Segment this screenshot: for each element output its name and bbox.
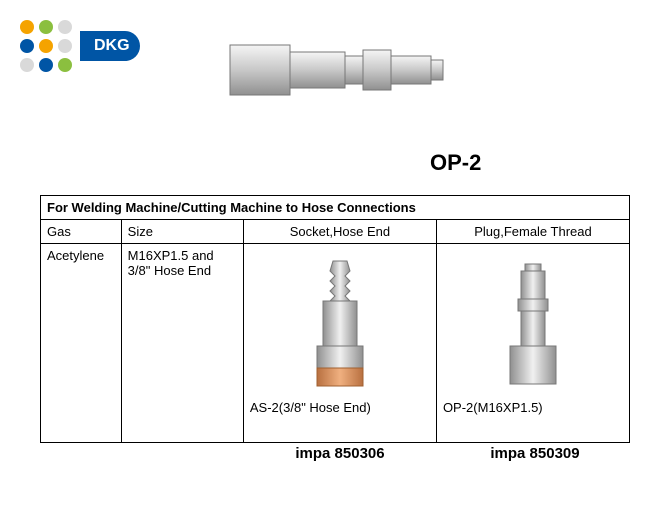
spec-table: For Welding Machine/Cutting Machine to H… (40, 195, 630, 443)
cell-socket: AS-2(3/8" Hose End) (243, 244, 436, 443)
table-title: For Welding Machine/Cutting Machine to H… (41, 196, 630, 220)
dot-icon (58, 58, 72, 72)
cell-plug: OP-2(M16XP1.5) (436, 244, 629, 443)
cell-size: M16XP1.5 and 3/8" Hose End (121, 244, 243, 443)
dot-icon (58, 20, 72, 34)
table-title-row: For Welding Machine/Cutting Machine to H… (41, 196, 630, 220)
plug-label: OP-2(M16XP1.5) (443, 400, 623, 415)
plug-female-thread-icon (488, 256, 578, 396)
dot-icon (39, 58, 53, 72)
socket-hose-end-icon (295, 256, 385, 396)
cell-gas: Acetylene (41, 244, 122, 443)
brand-logo: DKG (20, 20, 140, 72)
dot-icon (20, 58, 34, 72)
impa-codes-row: impa 850306 impa 850309 (40, 445, 630, 462)
dot-icon (39, 20, 53, 34)
col-header-socket: Socket,Hose End (243, 220, 436, 244)
plug-fitting-icon (220, 20, 450, 120)
hero-product-image (220, 20, 450, 120)
dot-icon (39, 39, 53, 53)
spacer (40, 445, 240, 462)
table-header-row: Gas Size Socket,Hose End Plug,Female Thr… (41, 220, 630, 244)
col-header-gas: Gas (41, 220, 122, 244)
dot-icon (20, 39, 34, 53)
product-model-label: OP-2 (430, 150, 481, 176)
col-header-size: Size (121, 220, 243, 244)
dot-grid-icon (20, 20, 72, 72)
impa-code-plug: impa 850309 (440, 445, 630, 462)
product-sheet: DKG OP-2 For Welding Machine/Cutting Mac… (0, 0, 669, 531)
brand-badge: DKG (80, 31, 140, 61)
impa-code-socket: impa 850306 (240, 445, 440, 462)
dot-icon (58, 39, 72, 53)
table-row: Acetylene M16XP1.5 and 3/8" Hose End (41, 244, 630, 443)
dot-icon (20, 20, 34, 34)
socket-label: AS-2(3/8" Hose End) (250, 400, 430, 415)
col-header-plug: Plug,Female Thread (436, 220, 629, 244)
